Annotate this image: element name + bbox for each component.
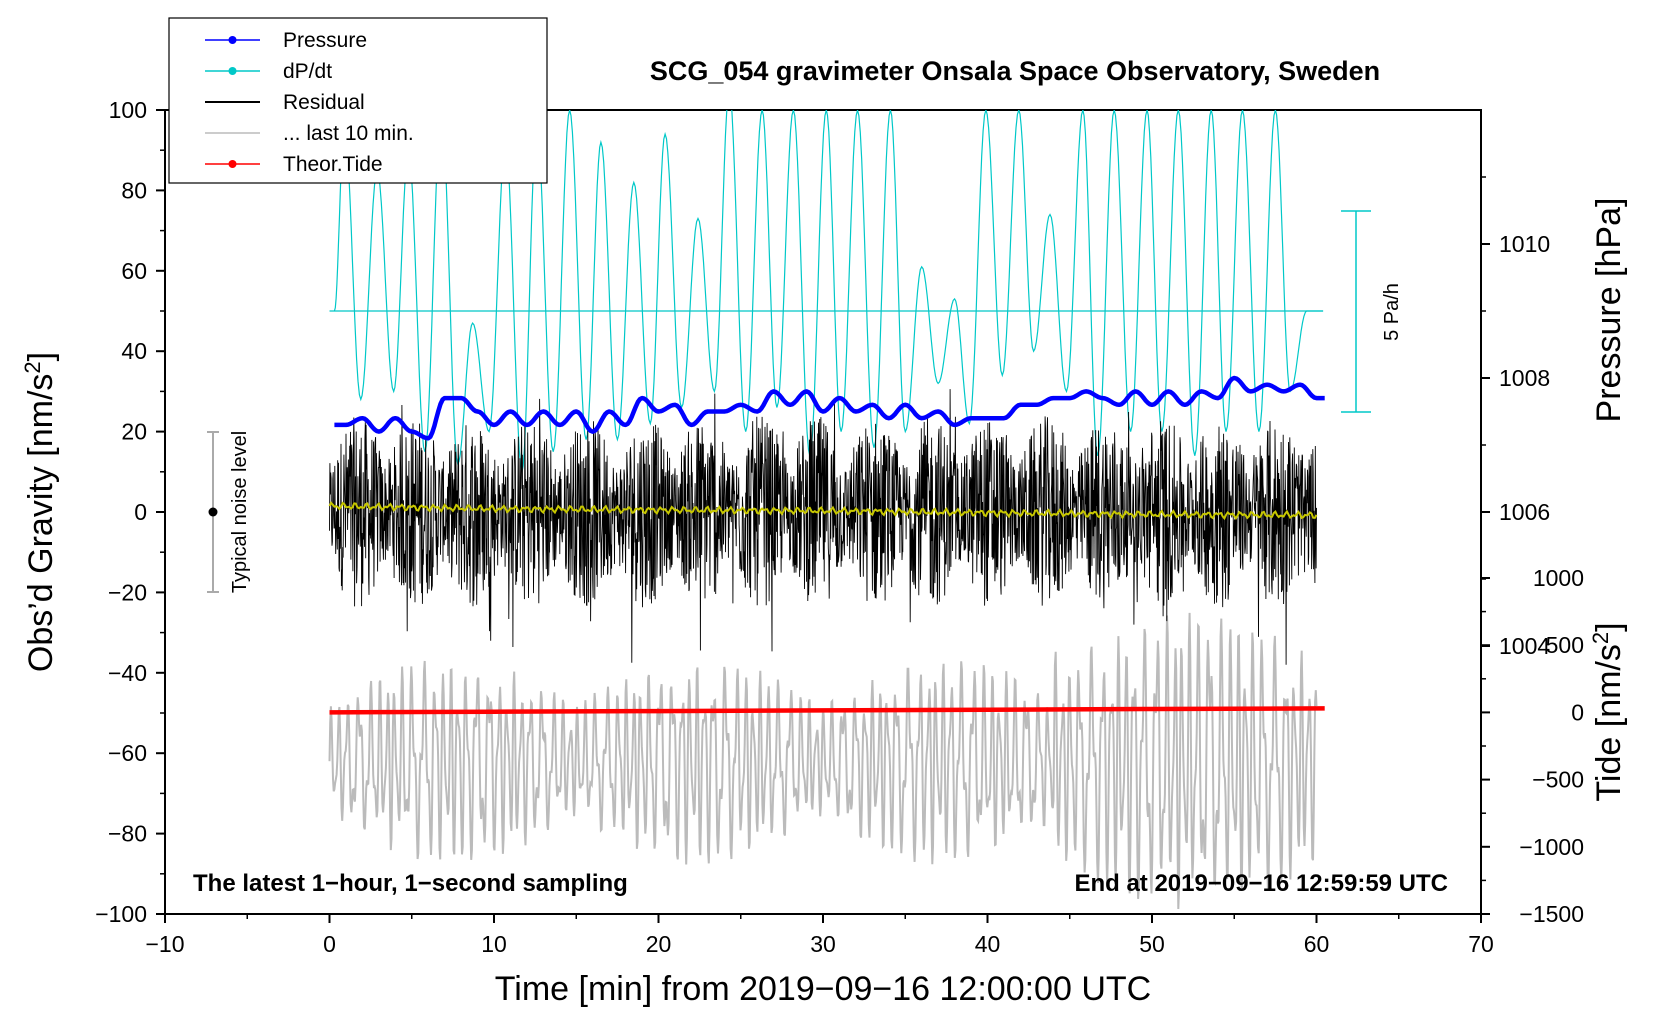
y-tick-label: 80 [121, 177, 147, 203]
tide-tick-label: 1000 [1533, 565, 1584, 591]
tide-axis-label: Tide [nm/s2] [1588, 622, 1629, 801]
legend-label: Pressure [283, 29, 367, 52]
y-axis-label: Obs’d Gravity [nm/s2] [20, 352, 61, 672]
legend-item: Theor.Tide [205, 153, 383, 176]
legend-item: dP/dt [205, 60, 332, 83]
legend-label: Residual [283, 91, 365, 114]
noise-bar-dot [208, 507, 218, 517]
y-tick-label: −40 [108, 660, 147, 686]
y-axis-label-close: ] [22, 352, 60, 361]
dpdt-scale-label: 5 Pa/h [1381, 283, 1403, 341]
x-tick-label: 10 [481, 931, 507, 957]
series-pressure [333, 375, 1326, 441]
x-tick-label: 0 [323, 931, 336, 957]
series-layer [328, 110, 1326, 910]
legend-box [168, 17, 548, 184]
tide-tick-label: 500 [1546, 632, 1584, 658]
x-tick-label: 60 [1304, 931, 1330, 957]
tide-tick-label: −1500 [1519, 901, 1584, 927]
axis-layer: −10 0 10 20 30 40 50 60 70100806040200−20−40−60−… [95, 97, 1584, 957]
legend: Pressure dP/dt Residual ... last 10 min. The… [168, 17, 548, 184]
pressure-tick-label: 1004 [1499, 633, 1550, 659]
legend-label: Theor.Tide [283, 153, 383, 176]
y-tick-label: −100 [95, 901, 147, 927]
legend-swatch-dot [228, 67, 237, 75]
legend-label: ... last 10 min. [283, 122, 414, 145]
y-tick-label: 0 [134, 499, 147, 525]
y-axis-label-sup: 2 [20, 361, 45, 373]
noise-level-indicator: Typical noise level [207, 431, 251, 593]
y-tick-label: 20 [121, 419, 147, 445]
tide-axis-label-sup: 2 [1588, 632, 1613, 644]
y-tick-label: 60 [121, 258, 147, 284]
legend-item: ... last 10 min. [205, 122, 414, 145]
y-tick-label: −80 [108, 821, 147, 847]
annotation-sampling: The latest 1−hour, 1−second sampling [193, 870, 628, 897]
annotation-end-time: End at 2019−09−16 12:59:59 UTC [1074, 870, 1448, 897]
x-tick-label: −10 [145, 931, 184, 957]
dpdt-scale-indicator: 5 Pa/h [1341, 210, 1403, 413]
tide-axis-label-close: ] [1590, 622, 1628, 631]
pressure-tick-label: 1008 [1499, 365, 1550, 391]
x-tick-label: 20 [646, 931, 672, 957]
pressure-axis-label: Pressure [hPa] [1590, 198, 1628, 423]
legend-swatch-dot [228, 36, 237, 44]
x-tick-label: 30 [810, 931, 836, 957]
tide-tick-label: 0 [1571, 699, 1584, 725]
tide-axis-label-main: Tide [nm/s [1590, 644, 1628, 801]
legend-item: Pressure [205, 29, 367, 52]
series-dpdt [333, 110, 1324, 472]
noise-level-label: Typical noise level [229, 431, 251, 593]
tide-tick-label: −1000 [1519, 834, 1584, 860]
x-tick-label: 40 [975, 931, 1001, 957]
legend-item: Residual [205, 91, 365, 114]
legend-label: dP/dt [283, 60, 332, 83]
x-tick-label: 50 [1139, 931, 1165, 957]
chart-title: SCG_054 gravimeter Onsala Space Observat… [650, 56, 1380, 86]
pressure-tick-label: 1006 [1499, 499, 1550, 525]
y-tick-label: −20 [108, 579, 147, 605]
x-axis-label: Time [min] from 2019−09−16 12:00:00 UTC [495, 970, 1151, 1008]
tide-tick-label: −500 [1532, 767, 1584, 793]
y-tick-label: −60 [108, 740, 147, 766]
series-theoretical-tide [329, 706, 1325, 715]
y-axis-label-main: Obs’d Gravity [nm/s [22, 374, 60, 673]
pressure-tick-label: 1010 [1499, 231, 1550, 257]
x-tick-label: 70 [1468, 931, 1494, 957]
legend-swatch-dot [228, 160, 237, 168]
series-residual [329, 389, 1317, 665]
y-tick-label: 40 [121, 338, 147, 364]
y-tick-label: 100 [109, 97, 147, 123]
series-smoothed-residual [328, 501, 1318, 521]
